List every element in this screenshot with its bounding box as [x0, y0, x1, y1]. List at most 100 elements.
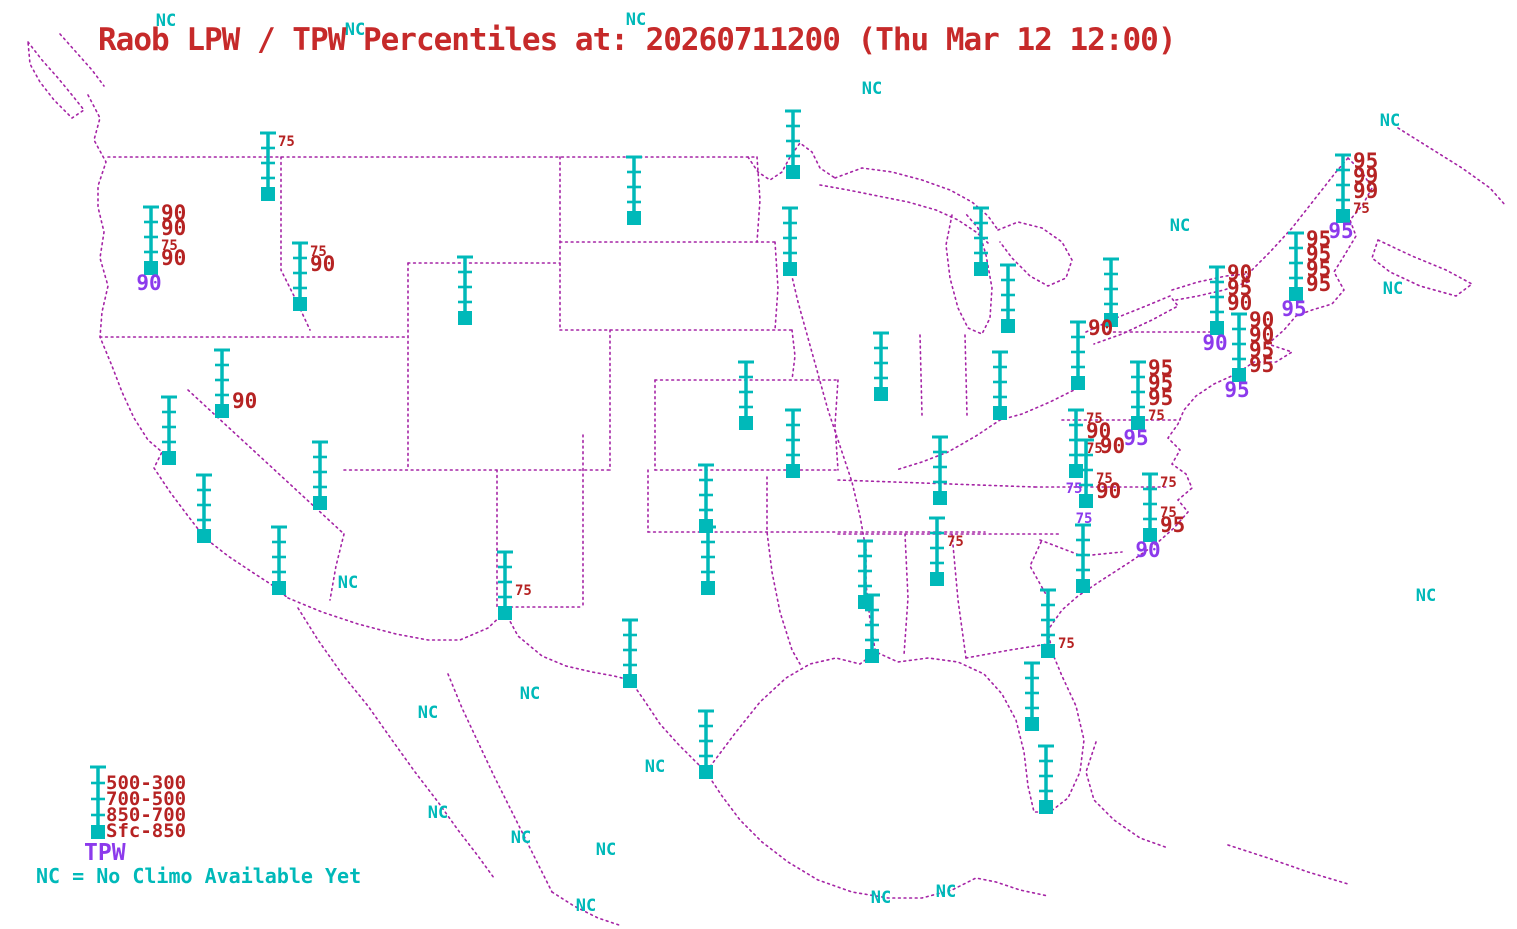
- nc-label: NC: [428, 803, 448, 823]
- percentile-label: 90: [161, 216, 186, 240]
- legend-tpw-label: TPW: [84, 840, 126, 866]
- station-marker: [785, 408, 801, 478]
- percentile-label: 95: [1249, 338, 1274, 362]
- percentile-label: 99: [1353, 179, 1378, 203]
- legend-layer-700-500: 700-500: [106, 788, 187, 810]
- percentile-label: 95: [1353, 149, 1378, 173]
- percentile-label: 95: [1148, 356, 1173, 380]
- station-layer: 7590907590907590907575909095909090909595…: [136, 109, 1378, 814]
- percentile-label: 95: [1160, 513, 1185, 537]
- percentile-label: 90: [1088, 316, 1113, 340]
- percentile-label: 95: [1306, 242, 1331, 266]
- percentile-label: 90: [1249, 323, 1274, 347]
- nc-label: NC: [511, 828, 531, 848]
- percentile-label: 95: [1148, 371, 1173, 395]
- station-marker: [457, 255, 473, 325]
- station-marker: [932, 435, 948, 505]
- nc-label: NC: [338, 573, 358, 593]
- percentile-label: 75: [1086, 411, 1103, 427]
- nc-note: NC = No Climo Available Yet: [36, 864, 362, 888]
- tpw-percentile-label: 90: [1202, 331, 1227, 355]
- station-marker: [864, 593, 880, 663]
- nc-label: NC: [520, 684, 540, 704]
- percentile-label: 75: [1353, 201, 1370, 217]
- station-marker: [1075, 523, 1091, 593]
- nc-label: NC: [596, 840, 616, 860]
- station-marker: [857, 539, 873, 609]
- station-marker: 75: [497, 550, 532, 620]
- percentile-label: 75: [1160, 475, 1177, 491]
- percentile-label: 90: [161, 201, 186, 225]
- page-title: Raob LPW / TPW Percentiles at: 202607112…: [98, 22, 1176, 58]
- tpw-percentile-label: 95: [1123, 426, 1148, 450]
- station-marker: 75: [929, 516, 964, 586]
- percentile-label: 90: [1096, 479, 1121, 503]
- nc-label: NC: [645, 757, 665, 777]
- legend-layer-sfc-850: Sfc-850: [106, 820, 187, 842]
- percentile-label: 75: [1096, 471, 1113, 487]
- percentile-label: 75: [1160, 505, 1177, 521]
- tpw-percentile-label: 95: [1328, 219, 1353, 243]
- percentile-label: 95: [1306, 272, 1331, 296]
- percentile-label: 75: [947, 534, 964, 550]
- nc-label: NC: [871, 888, 891, 908]
- station-marker: [785, 109, 801, 179]
- legend-station-symbol: [90, 765, 106, 839]
- station-marker: [973, 206, 989, 276]
- percentile-label: 90: [1227, 291, 1252, 315]
- percentile-label: 75: [1148, 408, 1165, 424]
- tpw-percentile-label: 90: [136, 271, 161, 295]
- percentile-label: 75: [161, 238, 178, 254]
- percentile-label: 75: [278, 134, 295, 150]
- station-marker: [992, 350, 1008, 420]
- nc-label: NC: [1170, 216, 1190, 236]
- station-marker: [782, 206, 798, 276]
- percentile-label: 90: [1227, 261, 1252, 285]
- station-marker: [738, 360, 754, 430]
- station-marker: [90, 765, 106, 839]
- tpw-percentile-label: 75: [1076, 511, 1093, 527]
- station-marker: [700, 525, 716, 595]
- nc-label: NC: [345, 20, 365, 40]
- percentile-label: 95: [1306, 257, 1331, 281]
- percentile-label: 95: [1306, 227, 1331, 251]
- station-marker: [271, 525, 287, 595]
- percentile-label: 95: [1249, 353, 1274, 377]
- percentile-label: 90: [161, 246, 186, 270]
- nc-label: NC: [576, 896, 596, 916]
- nc-label: NC: [936, 882, 956, 902]
- percentile-label: 99: [1353, 164, 1378, 188]
- station-marker: [161, 395, 177, 465]
- percentile-label: 90: [1249, 308, 1274, 332]
- percentile-label: 75: [310, 244, 327, 260]
- legend-layer-500-300: 500-300: [106, 772, 187, 794]
- tpw-percentile-label: 90: [1135, 538, 1160, 562]
- nc-label: NC: [156, 11, 176, 31]
- station-marker: [1024, 661, 1040, 731]
- station-marker: [873, 331, 889, 401]
- percentile-label: 95: [1227, 276, 1252, 300]
- station-marker: [1000, 263, 1016, 333]
- percentile-label: 7590: [1086, 434, 1125, 458]
- station-marker: 7590: [292, 241, 335, 311]
- station-marker: 75: [1040, 588, 1075, 658]
- percentile-label: 75: [1058, 636, 1075, 652]
- station-marker: [698, 463, 714, 533]
- station-marker: [626, 155, 642, 225]
- percentile-label: 90: [310, 252, 335, 276]
- nc-label: NC: [418, 703, 438, 723]
- nc-label: NC: [626, 10, 646, 30]
- station-marker: [1103, 257, 1119, 327]
- nc-label: NC: [862, 79, 882, 99]
